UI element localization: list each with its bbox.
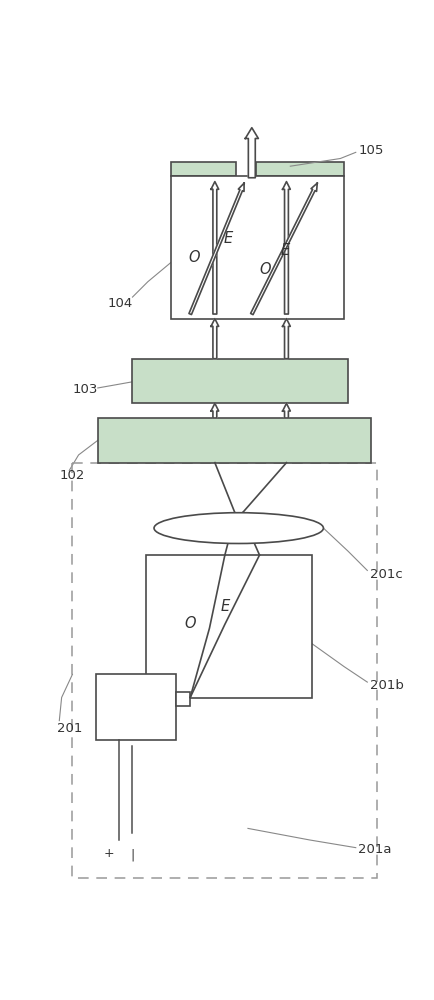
- Polygon shape: [250, 183, 316, 315]
- Bar: [132, 359, 347, 403]
- Text: 104: 104: [108, 297, 133, 310]
- Polygon shape: [210, 403, 218, 418]
- Bar: [176, 692, 190, 706]
- Text: 201: 201: [57, 722, 82, 735]
- Bar: [171, 176, 343, 319]
- Text: 201a: 201a: [357, 843, 391, 856]
- Polygon shape: [282, 319, 289, 359]
- Text: O: O: [184, 616, 196, 631]
- Bar: [255, 162, 343, 176]
- Text: O: O: [259, 262, 270, 277]
- Bar: [98, 418, 370, 463]
- Bar: [146, 555, 311, 698]
- Text: 105: 105: [357, 144, 382, 157]
- Bar: [95, 674, 176, 740]
- Polygon shape: [210, 319, 218, 359]
- Polygon shape: [210, 182, 218, 314]
- Bar: [171, 162, 236, 176]
- Bar: [72, 463, 376, 878]
- Polygon shape: [282, 182, 289, 314]
- Text: 102: 102: [59, 469, 85, 482]
- Text: 103: 103: [72, 383, 98, 396]
- Polygon shape: [282, 403, 289, 418]
- Text: |: |: [130, 849, 134, 862]
- Text: O: O: [188, 250, 200, 265]
- Text: E: E: [280, 243, 289, 258]
- Polygon shape: [245, 128, 258, 178]
- Text: E: E: [220, 599, 230, 614]
- Ellipse shape: [154, 513, 323, 544]
- Text: 201b: 201b: [369, 679, 403, 692]
- Text: E: E: [223, 231, 232, 246]
- Text: 201c: 201c: [369, 568, 401, 581]
- Text: +: +: [104, 847, 115, 860]
- Polygon shape: [188, 183, 243, 315]
